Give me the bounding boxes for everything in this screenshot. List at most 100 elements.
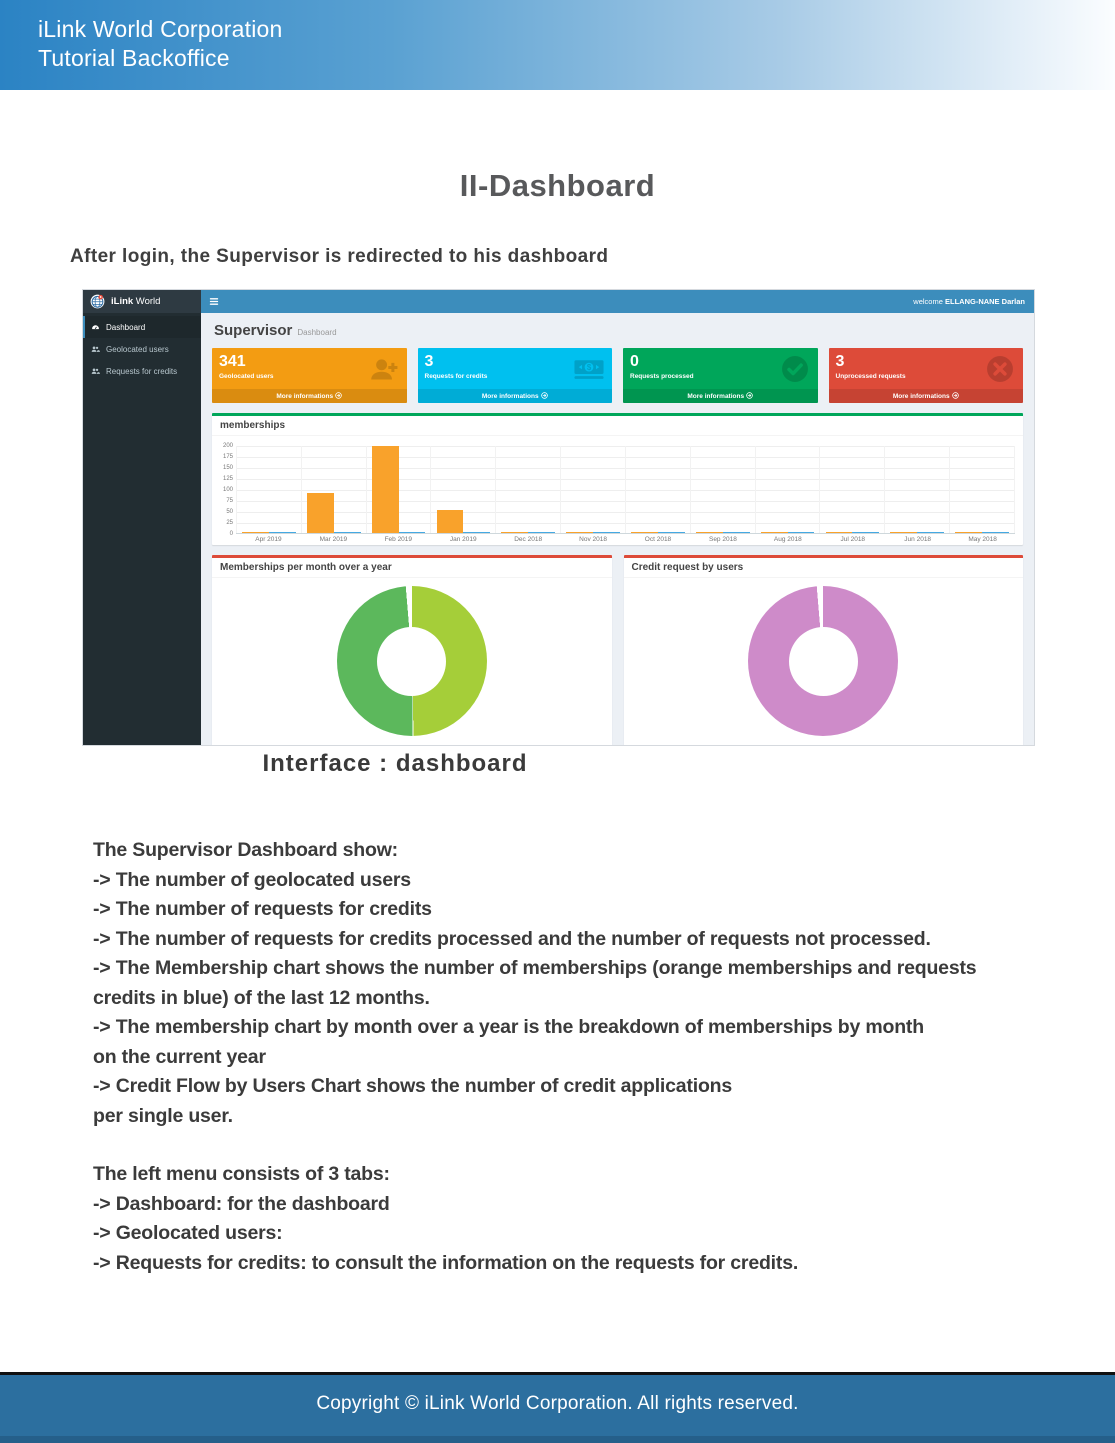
bar-memberships [242, 531, 269, 533]
y-tick-label: 175 [222, 454, 233, 460]
y-tick-label: 100 [222, 487, 233, 493]
more-informations-label: More informations [687, 393, 745, 400]
memberships-bar-chart: 200 175 150 125 100 75 50 25 0 Apr 2019 Mar 2019 F… [212, 436, 1023, 545]
bar-memberships [825, 531, 853, 533]
sidebar-item-requests-for-credits[interactable]: Requests for credits [83, 360, 201, 382]
y-tick-label: 50 [226, 509, 233, 515]
bar-group-aug-2018 [756, 446, 821, 533]
bar-memberships [631, 531, 658, 533]
bar-group-oct-2018 [626, 446, 691, 533]
screenshot-caption: Interface : dashboard [262, 750, 528, 777]
y-tick-label: 0 [229, 531, 233, 537]
brand-name: iLink World [111, 296, 161, 307]
bar-requests-credits [593, 531, 620, 533]
bar-requests-credits [852, 531, 880, 533]
more-informations-link[interactable]: More informations [828, 389, 1023, 403]
bar-requests-credits [268, 531, 296, 533]
hamburger-icon[interactable] [201, 297, 227, 306]
stat-value: 341 [219, 353, 246, 370]
memberships-chart-box: memberships 200 175 150 125 100 75 50 25 0 Apr 2… [212, 413, 1023, 545]
stat-label: Requests processed [630, 373, 694, 380]
stat-card-requests-for-credits: 3 Requests for credits $ More informations [417, 348, 612, 403]
x-tick-label: Mar 2019 [319, 536, 348, 543]
text-line: -> The number of requests for credits [93, 898, 432, 920]
x-tick-label: Aug 2018 [773, 536, 802, 543]
text-line: The left menu consists of 3 tabs: [93, 1163, 390, 1185]
user-plus-icon [368, 355, 400, 383]
x-circle-icon [984, 355, 1016, 383]
text-line: -> The number of geolocated users [93, 868, 411, 891]
svg-text:$: $ [587, 363, 592, 372]
dashboard-navbar: iLink World welcome ELLANG-NANE Darlan [83, 290, 1034, 313]
credit-donut-box: Credit request by users [623, 555, 1023, 745]
donut-charts-row: Memberships per month over a year Credit… [212, 555, 1023, 745]
sidebar-item-label: Dashboard [106, 322, 146, 332]
bar-requests-credits [917, 531, 944, 533]
bar-memberships [955, 531, 983, 533]
check-circle-icon [779, 355, 811, 383]
dashboard-icon [91, 323, 100, 332]
text-line: per single user. [93, 1104, 233, 1127]
bar-group-jun-2018 [885, 446, 951, 533]
stat-value: 3 [835, 353, 845, 370]
more-informations-link[interactable]: More informations [417, 389, 612, 403]
memberships-donut-title: Memberships per month over a year [212, 558, 612, 578]
more-informations-label: More informations [276, 393, 334, 400]
bar-group-mar-2019 [302, 446, 367, 533]
page-title: II-Dashboard [459, 168, 656, 203]
x-axis: Apr 2019 Mar 2019 Feb 2019 Jan 2019 Dec 2018… [236, 536, 1015, 543]
arrow-circle-icon [951, 392, 959, 399]
bar-memberships [890, 531, 918, 533]
document-header: iLink World Corporation Tutorial Backoff… [0, 0, 1115, 90]
arrow-circle-icon [746, 392, 753, 399]
stat-value: 0 [630, 353, 639, 370]
y-axis: 200 175 150 125 100 75 50 25 0 [216, 443, 236, 537]
stat-label: Requests for credits [424, 373, 488, 380]
text-line: The Supervisor Dashboard show: [93, 839, 398, 861]
y-tick-label: 25 [226, 520, 233, 526]
bar-memberships [306, 493, 334, 533]
more-informations-label: More informations [892, 393, 950, 400]
y-tick-label: 75 [226, 498, 233, 504]
content-breadcrumb: Dashboard [297, 328, 337, 337]
welcome-user[interactable]: welcome ELLANG-NANE Darlan [913, 297, 1025, 306]
arrow-circle-icon [540, 392, 548, 399]
document-footer: Copyright © iLink World Corporation. All… [0, 1372, 1115, 1443]
content-title: Supervisor [214, 322, 293, 339]
sidebar-item-dashboard[interactable]: Dashboard [83, 316, 201, 338]
y-tick-label: 125 [222, 476, 233, 482]
more-informations-link[interactable]: More informations [623, 389, 818, 403]
credit-donut-title: Credit request by users [623, 558, 1023, 578]
more-informations-label: More informations [481, 393, 539, 400]
credit-donut [748, 586, 899, 736]
bar-group-sep-2018 [691, 446, 756, 533]
stat-value: 3 [424, 353, 434, 370]
paragraph-1: The Supervisor Dashboard show: -> The num… [93, 836, 1053, 1131]
more-informations-link[interactable]: More informations [212, 389, 407, 403]
x-tick-label: Jan 2019 [449, 536, 477, 543]
x-tick-label: Nov 2018 [579, 536, 607, 543]
text-line: -> The Membership chart shows the number… [93, 957, 977, 979]
globe-icon [90, 294, 105, 309]
bar-memberships [436, 510, 464, 533]
copyright-text: Copyright © iLink World Corporation. All… [316, 1393, 799, 1414]
bar-group-dec-2018 [496, 446, 562, 533]
x-tick-label: Sep 2018 [708, 536, 737, 543]
x-tick-label: Jul 2018 [840, 536, 866, 543]
users-icon [91, 367, 100, 376]
users-icon [91, 345, 100, 354]
bar-requests-credits [528, 531, 556, 533]
bar-memberships [371, 445, 399, 533]
body-text: The Supervisor Dashboard show: -> The num… [93, 836, 1053, 1307]
bar-requests-credits [333, 531, 361, 533]
bar-group-apr-2019 [236, 446, 302, 533]
text-line: -> Requests for credits: to consult the … [93, 1251, 799, 1274]
stat-card-unprocessed-requests: 3 Unprocessed requests More informations [828, 348, 1023, 403]
bar-requests-credits [398, 531, 426, 533]
text-line: credits in blue) of the last 12 months. [93, 986, 430, 1009]
sidebar-item-geolocated-users[interactable]: Geolocated users [83, 338, 201, 360]
bar-group-nov-2018 [561, 446, 626, 533]
memberships-donut [336, 586, 487, 736]
brand-logo[interactable]: iLink World [83, 290, 201, 313]
top-navbar: welcome ELLANG-NANE Darlan [201, 290, 1034, 313]
